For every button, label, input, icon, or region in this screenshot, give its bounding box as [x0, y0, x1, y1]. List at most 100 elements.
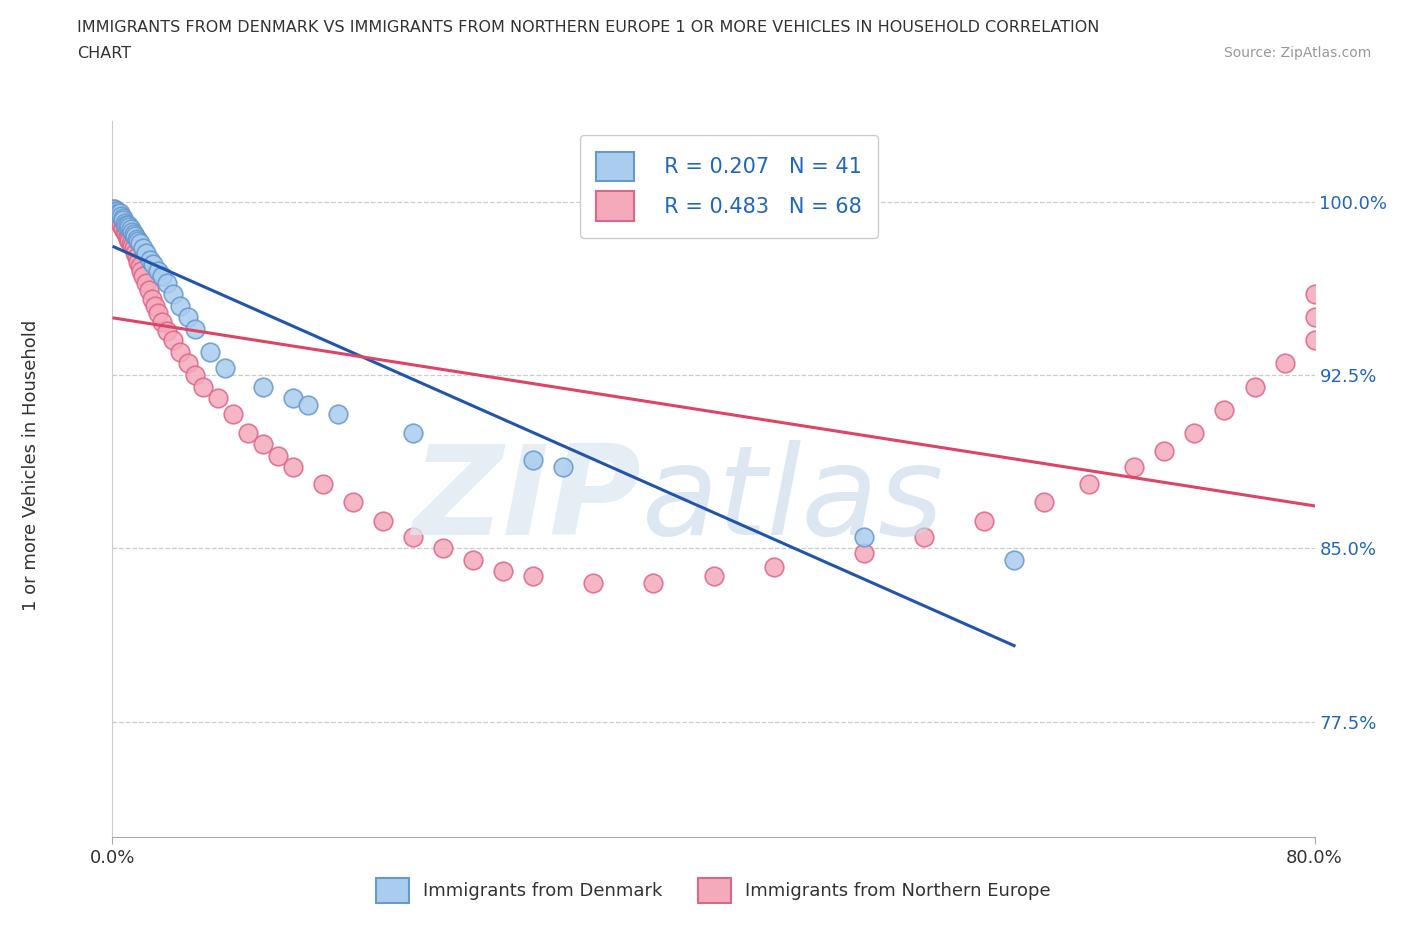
Point: [146, 305, 169, 320]
Point: [124, 229, 146, 244]
Point: [297, 398, 319, 413]
Point: [176, 356, 198, 371]
Point: [184, 322, 207, 337]
Point: [1303, 333, 1326, 348]
Point: [139, 252, 162, 267]
Point: [155, 324, 177, 339]
Point: [371, 513, 394, 528]
Point: [169, 299, 191, 313]
Point: [176, 310, 198, 325]
Point: [111, 213, 134, 228]
Point: [117, 229, 139, 244]
Point: [1303, 310, 1326, 325]
Point: [103, 201, 125, 216]
Point: [150, 314, 173, 329]
Point: [402, 529, 425, 544]
Point: [973, 513, 995, 528]
Point: [1243, 379, 1265, 394]
Point: [115, 218, 138, 232]
Point: [252, 379, 274, 394]
Legend: Immigrants from Denmark, Immigrants from Northern Europe: Immigrants from Denmark, Immigrants from…: [368, 870, 1059, 910]
Point: [1153, 444, 1175, 458]
Point: [643, 576, 665, 591]
Point: [128, 236, 150, 251]
Point: [122, 227, 145, 242]
Point: [150, 268, 173, 283]
Point: [135, 246, 157, 260]
Text: Source: ZipAtlas.com: Source: ZipAtlas.com: [1223, 46, 1371, 60]
Point: [326, 406, 349, 421]
Point: [117, 232, 139, 246]
Text: IMMIGRANTS FROM DENMARK VS IMMIGRANTS FROM NORTHERN EUROPE 1 OR MORE VEHICLES IN: IMMIGRANTS FROM DENMARK VS IMMIGRANTS FR…: [77, 20, 1099, 35]
Point: [762, 559, 785, 574]
Text: atlas: atlas: [641, 440, 943, 561]
Point: [207, 391, 229, 405]
Point: [1184, 425, 1206, 440]
Point: [125, 232, 148, 246]
Point: [1213, 402, 1236, 417]
Point: [111, 222, 134, 237]
Point: [852, 529, 875, 544]
Point: [131, 241, 153, 256]
Point: [143, 299, 166, 313]
Point: [214, 361, 236, 376]
Point: [118, 233, 141, 248]
Point: [141, 291, 163, 306]
Point: [702, 568, 725, 583]
Point: [162, 333, 184, 348]
Point: [111, 219, 134, 234]
Point: [146, 263, 169, 278]
Point: [184, 367, 207, 382]
Point: [127, 255, 149, 270]
Point: [131, 268, 153, 283]
Point: [125, 250, 148, 265]
Point: [108, 213, 131, 228]
Point: [114, 224, 136, 239]
Point: [162, 286, 184, 301]
Text: ZIP: ZIP: [413, 440, 641, 561]
Point: [553, 460, 575, 475]
Point: [142, 257, 165, 272]
Point: [461, 552, 484, 567]
Point: [118, 219, 141, 234]
Point: [122, 241, 145, 256]
Point: [107, 206, 129, 220]
Point: [110, 218, 132, 232]
Point: [105, 208, 128, 223]
Point: [1078, 476, 1101, 491]
Point: [104, 204, 127, 219]
Point: [120, 222, 142, 237]
Point: [138, 282, 160, 297]
Point: [1274, 356, 1296, 371]
Point: [1123, 460, 1146, 475]
Point: [1002, 552, 1025, 567]
Point: [342, 495, 364, 510]
Text: 1 or more Vehicles in Household: 1 or more Vehicles in Household: [22, 319, 39, 611]
Point: [105, 204, 128, 219]
Point: [852, 545, 875, 560]
Point: [222, 406, 245, 421]
Point: [124, 246, 146, 260]
Point: [169, 344, 191, 359]
Point: [105, 206, 128, 220]
Point: [432, 541, 454, 556]
Point: [312, 476, 335, 491]
Point: [191, 379, 214, 394]
Point: [121, 238, 143, 253]
Point: [1033, 495, 1056, 510]
Point: [1303, 286, 1326, 301]
Point: [108, 215, 131, 230]
Point: [115, 227, 138, 242]
Point: [127, 233, 149, 248]
Point: [117, 218, 139, 232]
Point: [582, 576, 605, 591]
Point: [128, 259, 150, 273]
Point: [522, 453, 544, 468]
Point: [110, 208, 132, 223]
Point: [111, 210, 134, 225]
Point: [522, 568, 544, 583]
Point: [120, 236, 142, 251]
Point: [121, 224, 143, 239]
Point: [198, 344, 221, 359]
Point: [267, 448, 290, 463]
